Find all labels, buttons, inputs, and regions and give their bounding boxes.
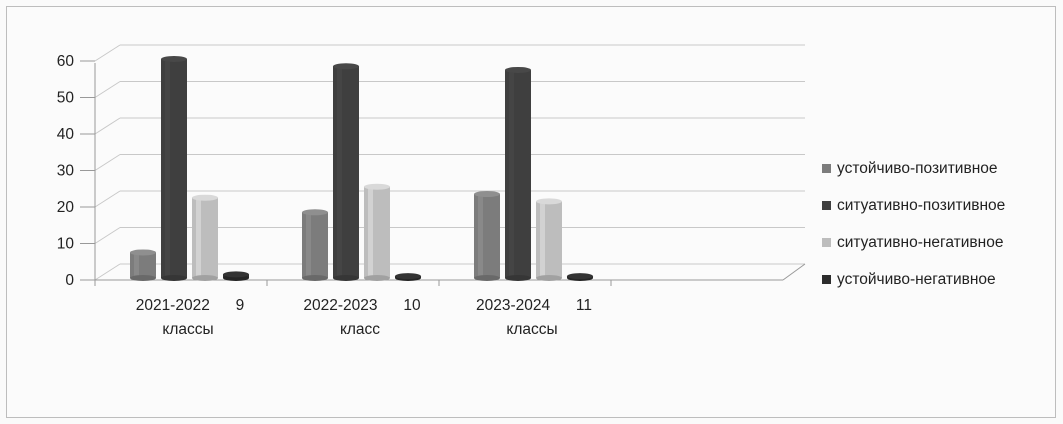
bar-body xyxy=(536,201,562,278)
bar-top xyxy=(223,271,249,278)
bar-top xyxy=(567,273,593,280)
legend-label: ситуативно-позитивное xyxy=(837,196,1006,214)
bar-top xyxy=(364,183,390,190)
gridline-side xyxy=(94,227,121,244)
x-category-label: 2021-2022 9 xyxy=(136,297,245,314)
x-category-label: классы xyxy=(162,321,213,338)
legend-swatch xyxy=(822,201,831,210)
bar-highlight xyxy=(196,197,201,278)
bar-top xyxy=(536,198,562,205)
bar-base xyxy=(505,275,531,281)
gridline-side xyxy=(94,263,121,281)
bar-body xyxy=(130,252,156,278)
bar-highlight xyxy=(337,66,342,278)
legend-swatch xyxy=(822,164,831,173)
bar-body xyxy=(192,197,218,278)
bar-body xyxy=(364,186,390,278)
bar-top xyxy=(161,56,187,62)
x-category-label: 2022-2023 10 xyxy=(303,297,421,314)
x-category-label: 2023-2024 11 xyxy=(476,297,592,314)
bar-top xyxy=(192,194,218,201)
gridline-side xyxy=(94,81,121,98)
bar-highlight xyxy=(478,194,483,278)
bar-top xyxy=(474,191,500,198)
bar-highlight xyxy=(509,69,514,278)
y-tick-label: 50 xyxy=(57,90,75,107)
bar-top xyxy=(130,249,156,256)
bar-base xyxy=(161,275,187,281)
gridline-side xyxy=(94,190,121,208)
y-tick-label: 0 xyxy=(65,272,74,289)
legend-label: ситуативно-негативное xyxy=(837,233,1004,251)
bar-base xyxy=(364,275,390,281)
y-tick-label: 30 xyxy=(57,163,75,180)
bar-body xyxy=(474,194,500,278)
legend-item: устойчиво-позитивное xyxy=(822,150,1005,187)
floor-right-edge xyxy=(782,263,806,281)
legend-item: ситуативно-позитивное xyxy=(822,187,1005,224)
bar-highlight xyxy=(165,59,170,278)
gridline-side xyxy=(94,44,121,62)
bar-body xyxy=(302,212,328,278)
bar-base xyxy=(192,275,218,281)
legend-item: ситуативно-негативное xyxy=(822,224,1005,261)
legend-swatch xyxy=(822,238,831,247)
bar-base xyxy=(536,275,562,281)
bar-highlight xyxy=(134,252,139,278)
y-tick-label: 10 xyxy=(57,236,75,253)
x-category-label: классы xyxy=(506,321,557,338)
bar-top xyxy=(302,209,328,216)
bar-body xyxy=(161,59,187,278)
y-tick-label: 20 xyxy=(57,199,75,216)
x-category-label: класс xyxy=(340,321,380,338)
bar-top xyxy=(333,63,359,70)
chart-legend: устойчиво-позитивное ситуативно-позитивно… xyxy=(822,150,1005,298)
y-tick-label: 40 xyxy=(57,126,75,143)
bar-body xyxy=(333,66,359,278)
bar-base xyxy=(474,275,500,281)
legend-label: устойчиво-позитивное xyxy=(837,159,998,177)
legend-swatch xyxy=(822,275,831,284)
bar-highlight xyxy=(306,212,311,278)
legend-label: устойчиво-негативное xyxy=(837,270,996,288)
bar-top xyxy=(505,66,531,73)
gridline-side xyxy=(94,154,121,171)
legend-item: устойчиво-негативное xyxy=(822,261,1005,298)
bar-base xyxy=(333,275,359,281)
bar-top xyxy=(395,273,421,280)
bar-base xyxy=(302,275,328,281)
bar-highlight xyxy=(368,186,373,278)
gridline-side xyxy=(94,117,121,135)
y-tick-label: 60 xyxy=(57,53,75,70)
bar-body xyxy=(505,69,531,278)
bar-highlight xyxy=(540,201,545,278)
bar-base xyxy=(130,275,156,281)
